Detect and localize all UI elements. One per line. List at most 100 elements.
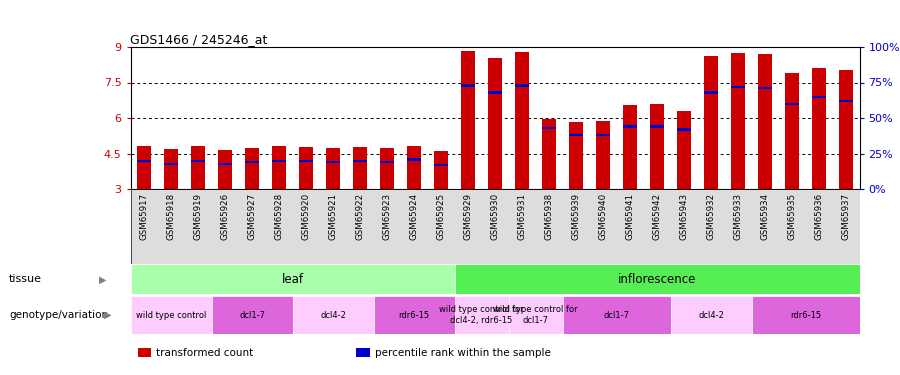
Bar xyxy=(596,122,610,189)
Bar xyxy=(569,134,583,136)
Bar xyxy=(650,126,664,128)
Bar xyxy=(137,160,151,162)
Bar xyxy=(353,160,367,162)
Bar xyxy=(374,296,454,334)
Text: GSM65926: GSM65926 xyxy=(220,193,230,240)
Bar xyxy=(191,146,205,189)
Text: genotype/variation: genotype/variation xyxy=(9,310,108,320)
Bar xyxy=(623,126,637,128)
Bar xyxy=(812,96,826,98)
Bar xyxy=(137,146,151,189)
Text: GSM65933: GSM65933 xyxy=(734,193,742,240)
Bar xyxy=(191,160,205,162)
Text: GSM65928: GSM65928 xyxy=(274,193,284,240)
Text: ▶: ▶ xyxy=(104,310,111,320)
Bar xyxy=(488,58,502,189)
Text: percentile rank within the sample: percentile rank within the sample xyxy=(374,348,551,357)
Text: GSM65935: GSM65935 xyxy=(788,193,796,240)
Bar xyxy=(461,84,475,87)
Bar xyxy=(650,104,664,189)
Bar xyxy=(299,147,313,189)
Bar xyxy=(164,148,178,189)
Bar xyxy=(542,127,556,129)
Text: GSM65927: GSM65927 xyxy=(248,193,256,240)
Bar xyxy=(758,54,772,189)
Text: leaf: leaf xyxy=(282,273,303,286)
Text: wild type control: wild type control xyxy=(136,310,206,320)
Text: tissue: tissue xyxy=(9,274,42,284)
Text: GSM65930: GSM65930 xyxy=(491,193,500,240)
Text: GSM65939: GSM65939 xyxy=(572,193,580,240)
Bar xyxy=(407,158,421,160)
Text: dcl1-7: dcl1-7 xyxy=(604,310,629,320)
Bar xyxy=(839,100,853,102)
Bar xyxy=(380,161,394,164)
Text: GSM65929: GSM65929 xyxy=(464,193,472,240)
Text: GSM65918: GSM65918 xyxy=(166,193,176,240)
Bar xyxy=(245,161,259,164)
Bar xyxy=(812,68,826,189)
Bar xyxy=(562,296,670,334)
Text: GSM65943: GSM65943 xyxy=(680,193,688,240)
Text: dcl4-2: dcl4-2 xyxy=(320,310,346,320)
Bar xyxy=(569,122,583,189)
Text: GSM65937: GSM65937 xyxy=(842,193,850,240)
Text: inflorescence: inflorescence xyxy=(617,273,697,286)
Text: GSM65942: GSM65942 xyxy=(652,193,662,240)
Bar xyxy=(218,150,232,189)
Text: GSM65921: GSM65921 xyxy=(328,193,338,240)
Bar xyxy=(353,147,367,189)
Bar xyxy=(434,151,448,189)
Bar xyxy=(731,53,745,189)
Bar xyxy=(704,91,718,94)
Text: GSM65922: GSM65922 xyxy=(356,193,364,240)
Bar xyxy=(380,148,394,189)
Bar xyxy=(488,91,502,94)
Bar xyxy=(731,86,745,88)
Text: GSM65931: GSM65931 xyxy=(518,193,526,240)
Bar xyxy=(454,264,860,294)
Bar xyxy=(272,160,286,162)
Bar xyxy=(704,56,718,189)
Bar xyxy=(164,162,178,165)
Bar xyxy=(212,296,292,334)
Bar xyxy=(130,189,860,264)
Bar xyxy=(130,296,212,334)
Bar xyxy=(785,72,799,189)
Bar xyxy=(596,134,610,136)
Bar xyxy=(299,160,313,162)
Bar xyxy=(245,148,259,189)
Text: GSM65920: GSM65920 xyxy=(302,193,310,240)
Bar xyxy=(434,164,448,166)
Bar xyxy=(758,87,772,89)
Bar xyxy=(138,348,151,357)
Text: dcl1-7: dcl1-7 xyxy=(239,310,265,320)
Bar xyxy=(130,264,454,294)
Bar xyxy=(785,103,799,105)
Bar xyxy=(515,84,529,87)
Bar xyxy=(508,296,562,334)
Text: GSM65940: GSM65940 xyxy=(598,193,608,240)
Bar xyxy=(218,162,232,165)
Text: wild type control for
dcl4-2, rdr6-15: wild type control for dcl4-2, rdr6-15 xyxy=(439,305,524,325)
Bar xyxy=(292,296,374,334)
Bar xyxy=(454,296,508,334)
Text: GSM65925: GSM65925 xyxy=(436,193,446,240)
Text: GSM65923: GSM65923 xyxy=(382,193,392,240)
Bar xyxy=(407,146,421,189)
Text: GDS1466 / 245246_at: GDS1466 / 245246_at xyxy=(130,33,268,46)
Text: GSM65917: GSM65917 xyxy=(140,193,148,240)
Text: rdr6-15: rdr6-15 xyxy=(790,310,821,320)
Bar xyxy=(356,348,370,357)
Text: GSM65938: GSM65938 xyxy=(544,193,554,240)
Text: rdr6-15: rdr6-15 xyxy=(399,310,429,320)
Text: GSM65924: GSM65924 xyxy=(410,193,418,240)
Bar xyxy=(839,70,853,189)
Text: dcl4-2: dcl4-2 xyxy=(698,310,724,320)
Bar xyxy=(542,118,556,189)
Text: GSM65932: GSM65932 xyxy=(706,193,716,240)
Bar xyxy=(623,105,637,189)
Bar xyxy=(326,161,340,164)
Text: transformed count: transformed count xyxy=(156,348,253,357)
Text: GSM65934: GSM65934 xyxy=(760,193,770,240)
